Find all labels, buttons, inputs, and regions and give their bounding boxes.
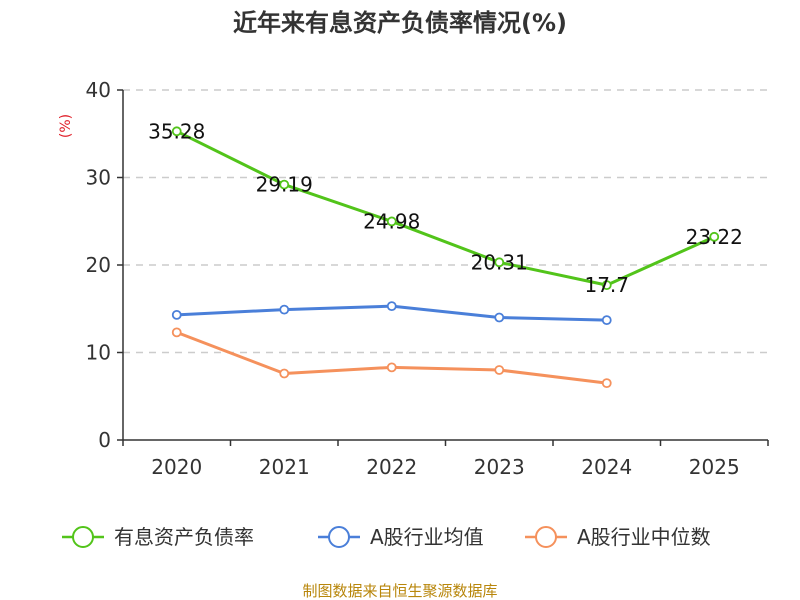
data-point[interactable] [386, 362, 397, 373]
legend-item-2[interactable]: A股行业均值 [318, 525, 484, 549]
data-label: 17.7 [584, 273, 629, 297]
x-tick-label: 2022 [366, 455, 417, 479]
data-label: 24.98 [363, 209, 420, 233]
data-point[interactable] [601, 280, 612, 291]
legend[interactable]: 有息资产负债率 A股行业均值 A股行业中位数 [62, 525, 711, 549]
x-tick-label: 2021 [259, 455, 310, 479]
data-point[interactable] [171, 126, 182, 137]
data-label: 35.28 [148, 119, 205, 143]
data-point[interactable] [386, 216, 397, 227]
y-tick-label: 0 [98, 428, 111, 452]
legend-marker [72, 526, 94, 548]
series-line [176, 129, 715, 287]
y-tick-label: 30 [86, 166, 111, 190]
series-group: 35.28 29.19 24.98 20.31 17.7 23.22 [148, 119, 743, 389]
source-note: 制图数据来自恒生聚源数据库 [302, 582, 497, 600]
y-tick-label: 20 [86, 253, 111, 277]
data-point[interactable] [494, 312, 505, 323]
data-point[interactable] [709, 231, 720, 242]
series-line [176, 330, 607, 385]
series-3 [171, 327, 612, 389]
data-point[interactable] [279, 368, 290, 379]
data-label: 20.31 [471, 250, 528, 274]
legend-item-1[interactable]: 有息资产负债率 [62, 525, 254, 549]
legend-marker [328, 526, 350, 548]
chart-title: 近年来有息资产负债率情况(%) [233, 9, 567, 37]
x-tick-label: 2023 [474, 455, 525, 479]
x-tick-label: 2024 [581, 455, 632, 479]
legend-label: A股行业中位数 [577, 525, 711, 549]
legend-item-3[interactable]: A股行业中位数 [525, 525, 711, 549]
x-tick-label: 2025 [689, 455, 740, 479]
legend-label: A股行业均值 [370, 525, 484, 549]
data-point[interactable] [171, 309, 182, 320]
x-tick-label: 2020 [151, 455, 202, 479]
data-label: 23.22 [686, 225, 743, 249]
series-2 [171, 301, 612, 326]
legend-label: 有息资产负债率 [114, 525, 254, 549]
data-point[interactable] [279, 304, 290, 315]
legend-marker [535, 526, 557, 548]
data-point[interactable] [494, 257, 505, 268]
series-1: 35.28 29.19 24.98 20.31 17.7 23.22 [148, 119, 743, 297]
data-point[interactable] [601, 315, 612, 326]
data-point[interactable] [279, 179, 290, 190]
data-point[interactable] [386, 301, 397, 312]
y-tick-label: 10 [86, 341, 111, 365]
y-tick-label: 40 [86, 78, 111, 102]
data-label: 29.19 [256, 173, 313, 197]
axes: 0 10 20 30 40 2020 2021 2022 2023 2024 2025 [86, 78, 769, 479]
y-axis-label: (%) [58, 114, 74, 138]
data-point[interactable] [494, 365, 505, 375]
data-point[interactable] [171, 327, 182, 338]
data-point[interactable] [601, 378, 612, 389]
